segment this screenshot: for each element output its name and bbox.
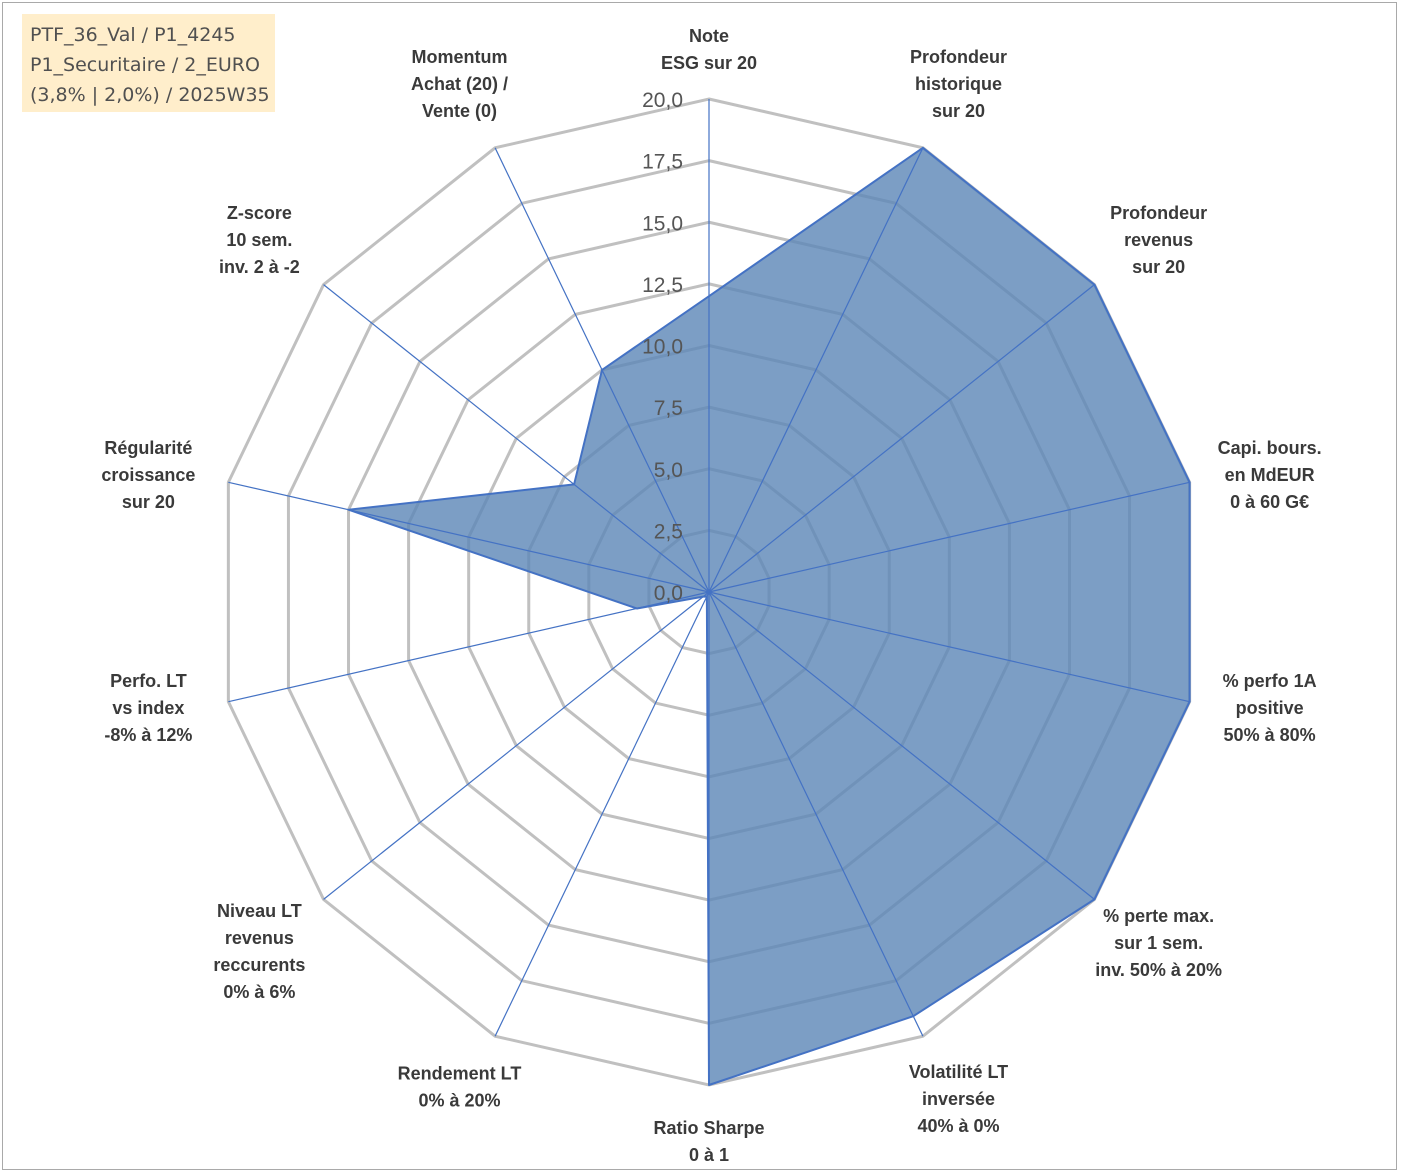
- axis-label: Rendement LT 0% à 20%: [398, 1064, 522, 1111]
- tick-label: 10,0: [642, 336, 683, 359]
- axis-spoke: [494, 147, 710, 593]
- tick-label: 15,0: [642, 212, 683, 235]
- axis-label: Perfo. LT vs index -8% à 12%: [104, 671, 192, 745]
- axis-spoke: [708, 481, 1190, 593]
- axis-spoke: [708, 591, 1190, 703]
- axis-spoke: [323, 284, 710, 593]
- axis-spoke: [323, 591, 710, 900]
- axis-label: Profondeur historique sur 20: [910, 47, 1007, 121]
- axis-label: Note ESG sur 20: [661, 26, 757, 73]
- axis-spoke: [708, 591, 924, 1037]
- axis-spoke: [708, 591, 1095, 900]
- portfolio-info-box: PTF_36_Val / P1_4245 P1_Securitaire / 2_…: [22, 14, 275, 112]
- axis-label: Momentum Achat (20) / Vente (0): [411, 47, 508, 121]
- axis-label: Régularité croissance sur 20: [101, 438, 195, 512]
- axis-label: Profondeur revenus sur 20: [1110, 203, 1207, 277]
- info-line-profile: P1_Securitaire / 2_EURO: [30, 54, 260, 76]
- axis-label: Volatilité LT inversée 40% à 0%: [909, 1062, 1008, 1136]
- axis-spoke: [228, 591, 710, 703]
- axis-spoke: [494, 591, 710, 1037]
- tick-label: 20,0: [642, 89, 683, 112]
- tick-label: 0,0: [654, 582, 683, 605]
- tick-label: 17,5: [642, 151, 683, 174]
- axis-label: Niveau LT revenus reccurents 0% à 6%: [213, 901, 305, 1002]
- tick-label: 12,5: [642, 274, 683, 297]
- tick-label: 2,5: [654, 520, 683, 543]
- axis-label: % perfo 1A positive 50% à 80%: [1223, 671, 1317, 745]
- axis-label: Z-score 10 sem. inv. 2 à -2: [219, 203, 300, 277]
- axis-spoke: [708, 147, 924, 593]
- tick-label: 7,5: [654, 397, 683, 420]
- axis-spoke: [228, 481, 710, 593]
- axis-label: Ratio Sharpe 0 à 1: [653, 1118, 764, 1165]
- axis-label: Capi. bours. en MdEUR 0 à 60 G€: [1218, 438, 1322, 512]
- tick-label: 5,0: [654, 459, 683, 482]
- info-line-stats: (3,8% | 2,0%) / 2025W35: [30, 84, 270, 106]
- axis-label: % perte max. sur 1 sem. inv. 50% à 20%: [1095, 906, 1222, 980]
- info-line-portfolio: PTF_36_Val / P1_4245: [30, 24, 236, 46]
- axis-spoke: [708, 284, 1095, 593]
